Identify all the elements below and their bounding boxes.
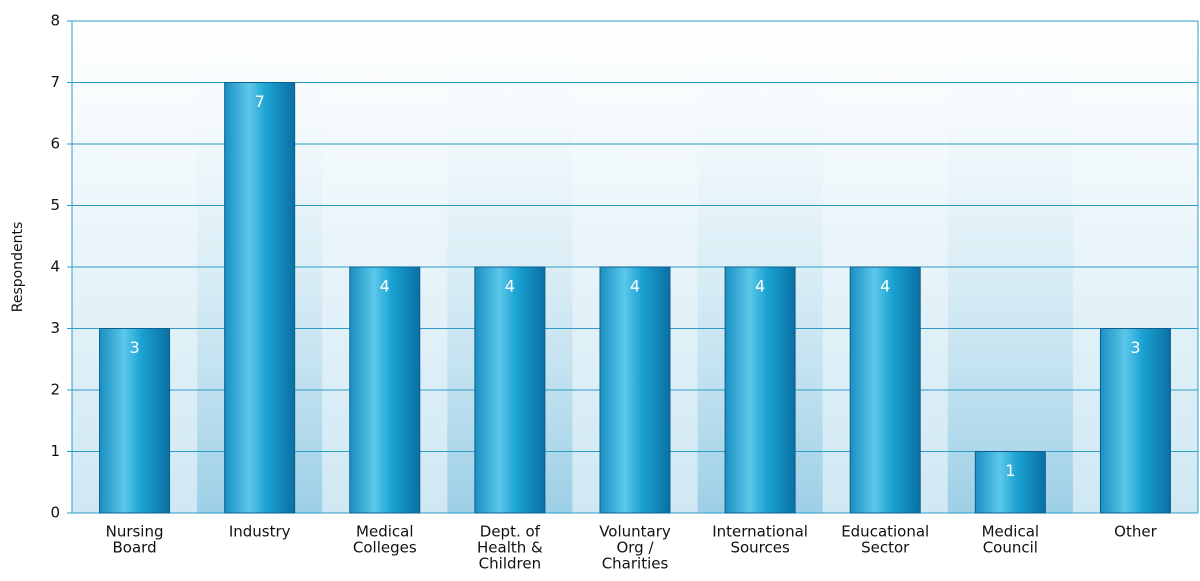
x-tick-label: Other <box>1114 523 1157 541</box>
y-tick-label: 7 <box>50 73 60 91</box>
value-label: 7 <box>255 92 265 111</box>
x-tick-label: Charities <box>602 555 669 573</box>
x-tick-label: Council <box>983 539 1038 557</box>
bar <box>599 266 671 514</box>
x-tick-label: Dept. of <box>480 523 541 541</box>
x-tick-label: International <box>712 523 808 541</box>
x-tick-label: Industry <box>229 523 291 541</box>
y-tick-label: 4 <box>50 258 60 276</box>
bar <box>99 328 171 514</box>
y-axis-label: Respondents <box>10 222 26 313</box>
y-tick-label: 6 <box>50 135 60 153</box>
value-label: 4 <box>380 277 390 296</box>
y-tick-label: 3 <box>50 319 60 337</box>
value-label: 4 <box>630 277 640 296</box>
value-label: 3 <box>1130 338 1140 357</box>
y-tick-label: 8 <box>50 12 60 30</box>
value-label: 4 <box>880 277 890 296</box>
x-tick-label: Org / <box>616 539 654 557</box>
value-label: 1 <box>1005 461 1015 480</box>
x-tick-label: Nursing <box>106 523 164 541</box>
bar <box>224 82 296 514</box>
bar <box>349 266 421 514</box>
value-label: 4 <box>755 277 765 296</box>
bar <box>849 266 921 514</box>
value-label: 4 <box>505 277 515 296</box>
y-tick-label: 2 <box>50 381 60 399</box>
y-tick-label: 0 <box>50 504 60 522</box>
x-tick-label: Health & <box>477 539 543 557</box>
bar <box>474 266 546 514</box>
x-tick-label: Medical <box>356 523 413 541</box>
bar <box>974 451 1046 514</box>
x-tick-label: Children <box>479 555 541 573</box>
x-tick-label: Voluntary <box>599 523 671 541</box>
bar <box>724 266 796 514</box>
x-tick-label: Colleges <box>353 539 417 557</box>
value-label: 3 <box>129 338 139 357</box>
x-tick-label: Educational <box>841 523 929 541</box>
x-tick-label: Sector <box>861 539 910 557</box>
y-tick-label: 1 <box>50 442 60 460</box>
x-tick-label: Board <box>113 539 157 557</box>
y-tick-label: 5 <box>50 196 60 214</box>
x-tick-label: Sources <box>730 539 790 557</box>
bar <box>1099 328 1171 514</box>
x-tick-label: Medical <box>982 523 1039 541</box>
